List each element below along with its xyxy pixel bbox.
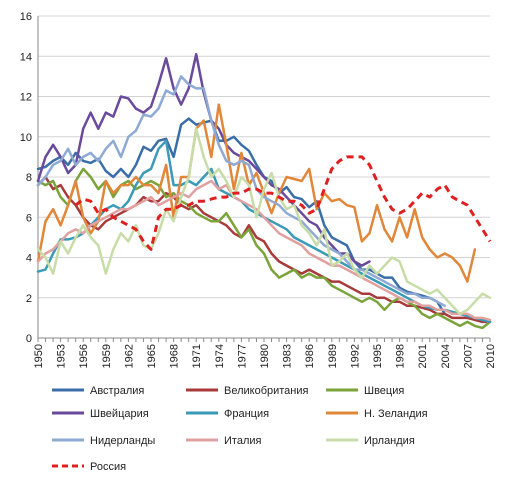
legend-item-6: Нидерланды bbox=[52, 435, 155, 447]
y-tick-label: 16 bbox=[20, 11, 32, 23]
x-tick-label: 2007 bbox=[462, 344, 474, 368]
x-tick-label: 1983 bbox=[282, 344, 294, 368]
legend-item-9: Россия bbox=[52, 461, 126, 473]
x-tick-label: 1974 bbox=[214, 344, 226, 368]
x-tick-label: 2001 bbox=[417, 344, 429, 368]
y-tick-label: 4 bbox=[26, 253, 32, 265]
legend-item-0: Австралия bbox=[52, 385, 144, 397]
legend-label: Франция bbox=[224, 408, 269, 420]
series-line-8 bbox=[36, 127, 492, 316]
legend-item-8: Ирландия bbox=[326, 435, 415, 447]
series-line-1 bbox=[36, 175, 492, 324]
legend-label: Нидерланды bbox=[90, 435, 155, 447]
legend-label: Швейцария bbox=[90, 408, 149, 420]
x-tick-label: 1950 bbox=[33, 344, 45, 368]
x-tick-label: 1968 bbox=[169, 344, 181, 368]
series-line-7 bbox=[36, 179, 492, 322]
legend: Австралия Великобритания Швеция Швейцария Фр… bbox=[52, 385, 428, 473]
y-tick-label: 6 bbox=[26, 212, 32, 224]
legend-label: Швеция bbox=[364, 385, 404, 397]
legend-item-3: Швейцария bbox=[52, 408, 149, 420]
x-tick-label: 1971 bbox=[191, 344, 203, 368]
x-tick-label: 1998 bbox=[395, 344, 407, 368]
series-line-9 bbox=[74, 155, 492, 251]
y-tick-label: 8 bbox=[26, 172, 32, 184]
legend-label: Австралия bbox=[90, 385, 144, 397]
x-tick-label: 1959 bbox=[101, 344, 113, 368]
x-tick-label: 1953 bbox=[56, 344, 68, 368]
x-tick-label: 1965 bbox=[146, 344, 158, 368]
axes: 0 2 4 6 8 10 12 14 16 1950 1953 1956 1959 1962 1965 196… bbox=[20, 11, 497, 368]
y-tick-label: 10 bbox=[20, 132, 32, 144]
x-tick-label: 1962 bbox=[123, 344, 135, 368]
x-tick-label: 1956 bbox=[78, 344, 90, 368]
legend-label: Россия bbox=[90, 461, 126, 473]
x-tick-label: 2010 bbox=[485, 344, 497, 368]
legend-item-4: Франция bbox=[186, 408, 269, 420]
y-tick-label: 2 bbox=[26, 293, 32, 305]
y-tick-label: 0 bbox=[26, 333, 32, 345]
legend-label: Великобритания bbox=[224, 385, 309, 397]
series-line-6 bbox=[36, 75, 447, 308]
legend-label: Ирландия bbox=[364, 435, 415, 447]
legend-item-7: Италия bbox=[186, 435, 262, 447]
x-tick-label: 2004 bbox=[440, 344, 452, 368]
series-line-2 bbox=[36, 167, 492, 330]
legend-label: Н. Зеландия bbox=[364, 408, 428, 420]
legend-item-5: Н. Зеландия bbox=[326, 408, 428, 420]
legend-item-2: Швеция bbox=[326, 385, 404, 397]
x-tick-label: 1989 bbox=[327, 344, 339, 368]
y-tick-label: 14 bbox=[20, 51, 32, 63]
x-tick-label: 1977 bbox=[236, 344, 248, 368]
series-lines bbox=[36, 52, 492, 330]
series-line-5 bbox=[36, 103, 477, 283]
x-tick-label: 1986 bbox=[304, 344, 316, 368]
legend-item-1: Великобритания bbox=[186, 385, 309, 397]
legend-label: Италия bbox=[224, 435, 262, 447]
x-tick-label: 1980 bbox=[259, 344, 271, 368]
x-tick-label: 1992 bbox=[349, 344, 361, 368]
y-tick-label: 12 bbox=[20, 92, 32, 104]
x-tick-label: 1995 bbox=[372, 344, 384, 368]
